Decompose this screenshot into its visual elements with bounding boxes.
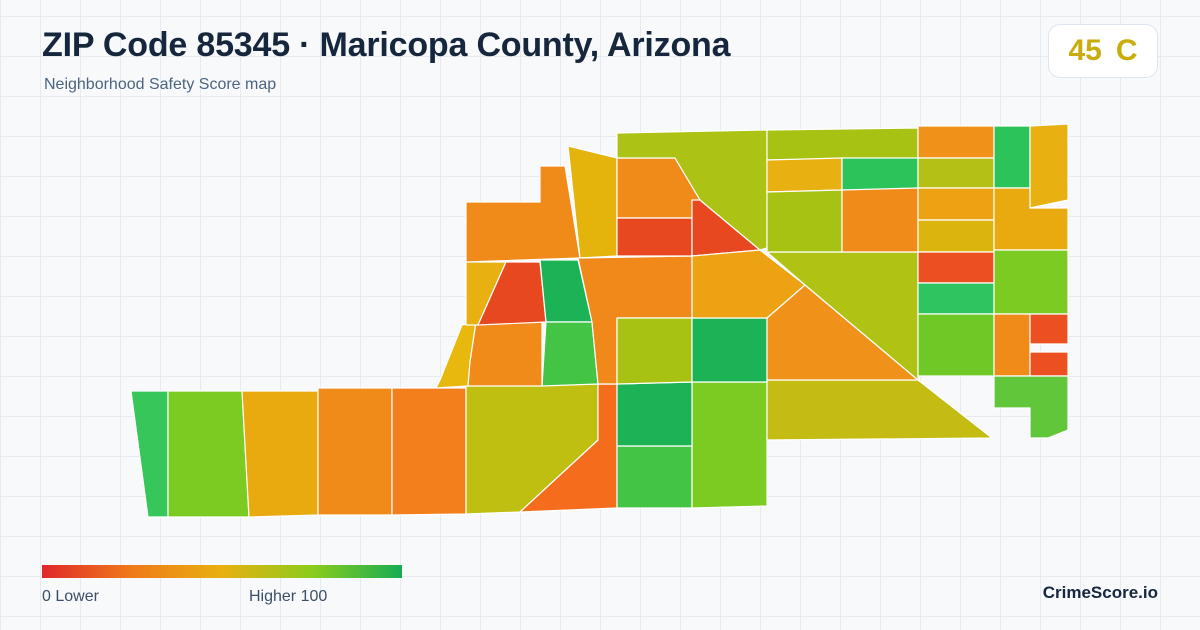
- map-region[interactable]: [917, 187, 995, 221]
- map-region[interactable]: [917, 251, 995, 284]
- map-region[interactable]: [616, 445, 693, 509]
- map-region[interactable]: [766, 189, 843, 253]
- score-grade: C: [1115, 34, 1138, 67]
- map-region[interactable]: [467, 321, 543, 387]
- map-region[interactable]: [841, 157, 919, 191]
- map-region[interactable]: [993, 313, 1031, 377]
- map-region[interactable]: [317, 387, 393, 516]
- page-subtitle: Neighborhood Safety Score map: [44, 76, 277, 93]
- map-region[interactable]: [993, 125, 1031, 189]
- map-region[interactable]: [616, 381, 693, 447]
- map-region[interactable]: [691, 317, 768, 383]
- map-region[interactable]: [917, 282, 995, 315]
- map-region[interactable]: [917, 219, 995, 253]
- legend-color-scale: [42, 565, 402, 578]
- map-region[interactable]: [541, 321, 599, 387]
- map-region[interactable]: [465, 165, 581, 263]
- map-region[interactable]: [616, 317, 693, 385]
- map-region[interactable]: [1029, 351, 1069, 377]
- brand-name: CrimeScore.io: [1042, 583, 1158, 602]
- score-badge: 45 C: [1048, 24, 1158, 78]
- map-region[interactable]: [993, 249, 1069, 315]
- map-region[interactable]: [993, 375, 1069, 439]
- map-region[interactable]: [766, 127, 919, 161]
- map-region[interactable]: [766, 157, 843, 193]
- map-region[interactable]: [1029, 313, 1069, 345]
- map-region[interactable]: [841, 187, 919, 253]
- score-value: 45: [1068, 34, 1102, 67]
- map-region[interactable]: [1029, 123, 1069, 209]
- map-region[interactable]: [241, 390, 319, 518]
- map-region[interactable]: [167, 390, 250, 518]
- map-region[interactable]: [917, 157, 995, 189]
- map-region[interactable]: [616, 217, 693, 257]
- map-region[interactable]: [917, 313, 995, 377]
- legend-min-label: 0 Lower: [42, 588, 99, 605]
- map-region[interactable]: [391, 387, 467, 516]
- map-region[interactable]: [130, 390, 169, 518]
- map-region[interactable]: [766, 379, 993, 441]
- legend-max-label: Higher 100: [249, 588, 328, 605]
- page-title: ZIP Code 85345 · Maricopa County, Arizon…: [42, 26, 731, 64]
- map-region[interactable]: [691, 381, 768, 509]
- map-region[interactable]: [917, 125, 995, 159]
